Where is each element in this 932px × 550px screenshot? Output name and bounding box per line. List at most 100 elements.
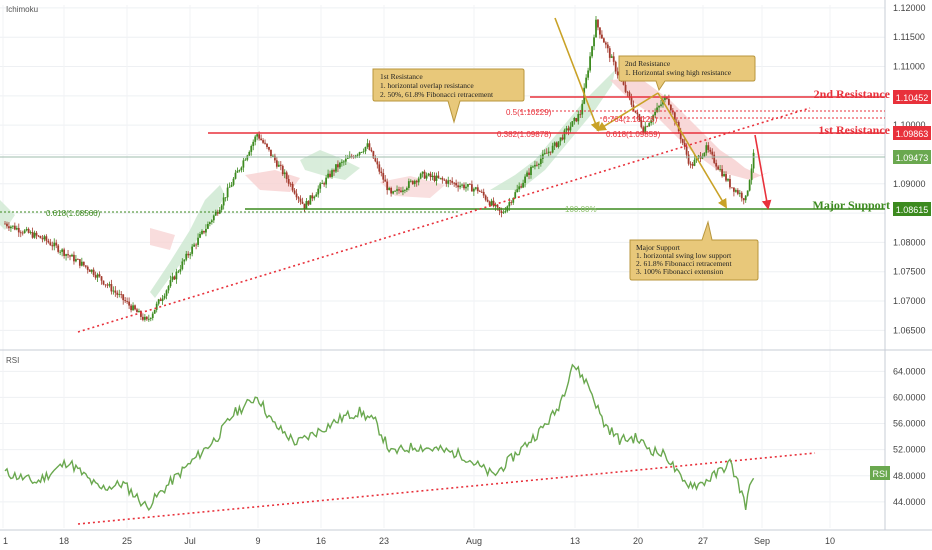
price-tick-label: 1.11000 bbox=[893, 62, 925, 72]
time-axis: 1 18 25 Jul 9 16 23 Aug 13 20 27 Sep 10 bbox=[3, 536, 835, 546]
time-tick-label: 16 bbox=[316, 536, 326, 546]
time-tick-label: 27 bbox=[698, 536, 708, 546]
candle bbox=[220, 204, 223, 212]
candle bbox=[545, 148, 548, 154]
candle bbox=[427, 172, 430, 177]
candle bbox=[646, 125, 649, 128]
candle bbox=[337, 160, 339, 172]
candle bbox=[104, 284, 107, 288]
candle bbox=[638, 113, 641, 122]
candle bbox=[313, 195, 316, 201]
price-tick-label: 1.11500 bbox=[893, 32, 925, 42]
candle bbox=[559, 137, 562, 146]
candle bbox=[138, 308, 140, 313]
candle bbox=[630, 93, 633, 108]
candle bbox=[82, 261, 85, 267]
rsi-trendline bbox=[77, 452, 816, 525]
candle bbox=[650, 116, 653, 126]
candle bbox=[405, 186, 408, 193]
price-tag-text: 1.10452 bbox=[896, 93, 929, 103]
candle bbox=[197, 233, 199, 248]
candle bbox=[721, 165, 723, 178]
level-name-2nd-resistance: 2nd Resistance bbox=[814, 87, 891, 101]
candle bbox=[482, 188, 485, 199]
candle bbox=[557, 141, 560, 149]
candle bbox=[212, 214, 215, 224]
candle bbox=[86, 265, 89, 274]
candle bbox=[423, 169, 426, 180]
callout-1st-resistance: 1st Resistance 1. horizontal overlap res… bbox=[372, 68, 525, 124]
candle bbox=[342, 160, 345, 166]
candle bbox=[110, 279, 113, 295]
fib-label: 0.618(1.09859) bbox=[606, 130, 661, 139]
candle bbox=[161, 294, 164, 305]
candle bbox=[419, 172, 422, 180]
candle bbox=[362, 148, 365, 154]
time-tick-label: Sep bbox=[754, 536, 770, 546]
candle bbox=[628, 90, 631, 101]
rsi-tick-label: 48.0000 bbox=[893, 471, 926, 481]
callout-line: 1. horizontal swing low support bbox=[636, 251, 732, 260]
candle bbox=[321, 179, 324, 184]
candle bbox=[67, 250, 69, 259]
rsi-pane-title: RSI bbox=[6, 356, 19, 365]
candle bbox=[39, 235, 42, 239]
candle bbox=[315, 192, 318, 197]
candle bbox=[439, 177, 442, 180]
candle bbox=[441, 176, 444, 184]
candle bbox=[748, 179, 751, 192]
candle bbox=[374, 155, 377, 163]
candle bbox=[581, 99, 584, 118]
candle bbox=[729, 174, 731, 190]
candle bbox=[610, 54, 613, 58]
candle bbox=[244, 158, 247, 161]
rsi-tick-label: 44.0000 bbox=[893, 497, 926, 507]
candle bbox=[6, 221, 8, 229]
candle bbox=[601, 30, 603, 40]
candle bbox=[175, 268, 178, 284]
candle bbox=[11, 225, 14, 229]
candle bbox=[733, 187, 735, 197]
candle bbox=[664, 94, 666, 103]
callout-line: 2. 50%, 61.8% Fibonacci retracement bbox=[380, 90, 494, 99]
candle bbox=[390, 186, 393, 197]
candle bbox=[122, 294, 125, 305]
candle bbox=[63, 247, 65, 259]
candle bbox=[591, 45, 593, 59]
rsi-series bbox=[4, 363, 755, 512]
candle bbox=[380, 167, 383, 177]
candle bbox=[376, 157, 379, 169]
candle bbox=[287, 175, 290, 187]
candle bbox=[80, 257, 83, 267]
candle bbox=[214, 209, 217, 216]
candle bbox=[593, 34, 595, 51]
candle bbox=[409, 179, 412, 183]
candle bbox=[740, 191, 743, 202]
level-name-major-support: Major Support bbox=[813, 198, 890, 212]
candle bbox=[216, 209, 219, 216]
candle bbox=[573, 116, 576, 125]
rsi-tick-label: 60.0000 bbox=[893, 392, 926, 402]
candle bbox=[530, 165, 532, 179]
candle bbox=[295, 188, 298, 201]
candle bbox=[453, 181, 456, 187]
candle bbox=[484, 194, 487, 202]
candle bbox=[514, 189, 517, 199]
candle bbox=[492, 197, 495, 208]
candle bbox=[510, 200, 513, 206]
candle bbox=[394, 190, 396, 192]
candle bbox=[273, 153, 276, 163]
candle bbox=[536, 161, 538, 167]
candle bbox=[100, 275, 103, 285]
candle bbox=[469, 183, 471, 185]
candle bbox=[447, 176, 450, 188]
candle bbox=[250, 144, 253, 156]
rsi-line bbox=[4, 363, 755, 512]
candle bbox=[687, 151, 690, 166]
candle bbox=[327, 169, 329, 179]
fib-label: 100.00% bbox=[565, 205, 597, 214]
candle bbox=[675, 118, 678, 123]
candle bbox=[187, 251, 190, 258]
candle bbox=[185, 250, 188, 262]
candle bbox=[402, 186, 404, 196]
